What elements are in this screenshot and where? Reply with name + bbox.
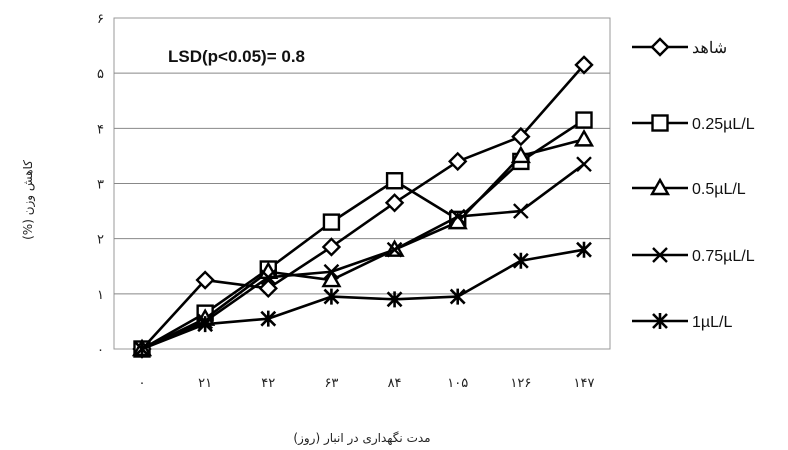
x-tick-label-4: ۸۴	[388, 376, 402, 391]
data-point-0-5	[448, 151, 468, 172]
data-point-3-2	[260, 269, 277, 286]
y-tick-label-5: ۵	[97, 67, 104, 82]
legend-label-0: شاهد	[692, 40, 727, 57]
legend-label-2: 0.5µL/L	[692, 181, 746, 198]
x-tick-label-2: ۴۲	[261, 376, 275, 391]
data-point-0-1	[195, 270, 215, 290]
data-point-2-3	[321, 269, 342, 288]
data-point-3-4	[386, 241, 403, 258]
data-point-0-2	[258, 278, 278, 299]
legend: شاهد 0.25µL/L 0.5µL/L 0.75µL/L 1µL/L	[632, 37, 755, 331]
legend-label-1: 0.25µL/L	[692, 116, 755, 133]
data-point-4-5	[449, 288, 466, 305]
series-lines	[131, 55, 595, 359]
lsd-annotation: LSD(p<0.05)= 0.8	[168, 47, 305, 66]
y-tick-label-0: ۰	[97, 343, 104, 358]
x-tick-label-0: ۰	[139, 376, 146, 391]
data-point-4-2	[260, 310, 277, 327]
legend-label-4: 1µL/L	[692, 314, 732, 331]
y-tick-label-2: ۲	[97, 233, 104, 248]
data-point-1-3	[322, 213, 341, 231]
data-point-0-6	[511, 126, 531, 147]
data-point-0-7	[574, 55, 594, 75]
x-axis-title: مدت نگهداری در انبار (روز)	[293, 431, 430, 446]
legend-marker-4	[652, 313, 668, 329]
data-point-1-4	[385, 172, 404, 190]
y-tick-label-1: ۱	[97, 288, 104, 303]
data-point-3-7	[576, 156, 592, 173]
x-tick-label-6: ۱۲۶	[510, 376, 531, 391]
x-tick-label-1: ۲۱	[198, 376, 212, 391]
data-point-4-0	[134, 341, 150, 357]
x-tick-label-7: ۱۴۷	[574, 376, 595, 391]
data-point-4-6	[512, 252, 529, 269]
x-tick-label-3: ۶۳	[324, 376, 338, 391]
y-tick-labels: ۰ ۱ ۲ ۳ ۴ ۵ ۶	[97, 12, 104, 358]
data-point-4-3	[323, 288, 340, 305]
data-point-3-6	[513, 203, 529, 219]
data-point-3-5	[449, 208, 466, 225]
legend-marker-0	[650, 37, 670, 57]
data-point-1-7	[575, 111, 593, 129]
legend-marker-3	[652, 247, 668, 263]
legend-label-3: 0.75µL/L	[692, 248, 755, 265]
data-point-3-3	[323, 263, 340, 280]
x-tick-label-5: ۱۰۵	[447, 376, 468, 391]
y-tick-label-3: ۳	[97, 178, 104, 193]
data-point-2-7	[573, 128, 595, 147]
legend-marker-1	[651, 114, 669, 132]
y-tick-label-4: ۴	[97, 122, 104, 137]
series-line-4	[141, 248, 585, 351]
data-point-2-6	[510, 145, 531, 164]
legend-marker-2	[649, 177, 671, 196]
data-point-0-4	[384, 193, 405, 213]
series-line-2	[141, 138, 585, 351]
y-axis-title: کاهش وزن (%)	[21, 160, 36, 240]
series-line-3	[141, 163, 585, 351]
series-line-0	[141, 64, 585, 350]
x-tick-labels: ۰ ۲۱ ۴۲ ۶۳ ۸۴ ۱۰۵ ۱۲۶ ۱۴۷	[139, 376, 595, 391]
data-point-4-7	[576, 241, 592, 258]
y-tick-label-6: ۶	[97, 12, 104, 27]
series-line-1	[141, 118, 585, 351]
data-point-0-3	[321, 237, 342, 257]
data-point-4-4	[386, 291, 403, 308]
data-point-4-1	[197, 316, 214, 333]
